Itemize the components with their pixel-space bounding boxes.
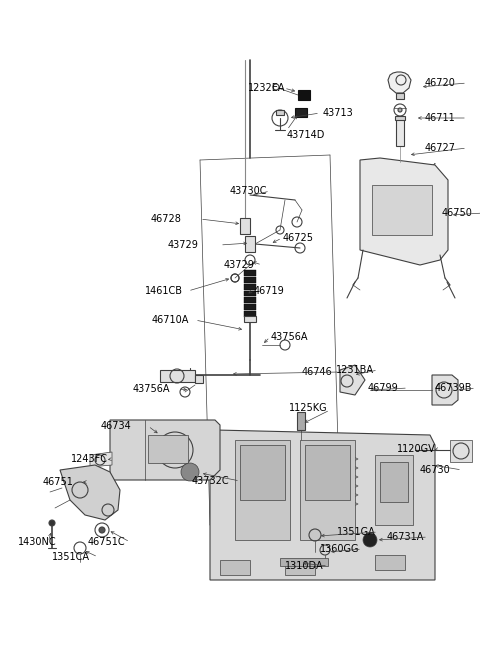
Text: 46751C: 46751C	[88, 537, 126, 547]
Text: 1360GG: 1360GG	[320, 544, 360, 554]
Bar	[396, 118, 404, 146]
Bar	[297, 412, 305, 430]
Bar	[396, 93, 404, 99]
Bar	[276, 110, 284, 115]
Text: 46725: 46725	[283, 233, 314, 243]
Bar	[300, 440, 355, 540]
Text: 1461CB: 1461CB	[145, 286, 183, 296]
Bar	[450, 440, 472, 462]
Bar	[280, 558, 328, 566]
Bar	[240, 445, 285, 500]
Bar	[298, 90, 310, 100]
Text: 1243FC: 1243FC	[71, 454, 108, 464]
Bar	[395, 116, 405, 120]
Bar	[285, 560, 315, 575]
Text: 43756A: 43756A	[271, 332, 309, 342]
Text: 43713: 43713	[323, 108, 354, 118]
Circle shape	[49, 520, 55, 526]
Bar	[195, 375, 203, 383]
Bar	[244, 297, 256, 303]
Circle shape	[398, 108, 402, 112]
Bar	[160, 370, 195, 382]
Text: 46799: 46799	[368, 383, 399, 393]
Bar	[295, 108, 307, 117]
Text: 1430NC: 1430NC	[18, 537, 57, 547]
Text: 1125KG: 1125KG	[289, 403, 328, 413]
Text: 1310DA: 1310DA	[285, 561, 324, 571]
Text: 43714D: 43714D	[287, 130, 325, 140]
Circle shape	[363, 533, 377, 547]
Text: 43729: 43729	[224, 260, 255, 270]
Polygon shape	[340, 365, 365, 395]
Circle shape	[99, 527, 105, 533]
Text: 46739B: 46739B	[435, 383, 472, 393]
Bar	[244, 291, 256, 297]
Text: 46746: 46746	[302, 367, 333, 377]
Bar	[380, 462, 408, 502]
Bar	[244, 311, 256, 317]
Text: 1232EA: 1232EA	[248, 83, 285, 93]
Text: 46734: 46734	[101, 421, 132, 431]
Bar	[244, 277, 256, 283]
Text: 46730: 46730	[420, 465, 451, 475]
Bar	[244, 305, 256, 310]
Text: 46727: 46727	[425, 143, 456, 153]
Bar	[148, 435, 188, 463]
Bar	[235, 440, 290, 540]
Bar	[375, 455, 413, 525]
Text: 43730C: 43730C	[230, 186, 267, 196]
Text: 46751: 46751	[43, 477, 74, 487]
Text: 46731A: 46731A	[387, 532, 424, 542]
Polygon shape	[432, 375, 458, 405]
Text: 1231BA: 1231BA	[336, 365, 374, 375]
Bar	[240, 218, 250, 234]
Polygon shape	[210, 430, 435, 580]
Text: 1351CA: 1351CA	[52, 552, 90, 562]
Bar	[305, 445, 350, 500]
Polygon shape	[90, 452, 112, 467]
Bar	[244, 316, 256, 322]
Polygon shape	[360, 158, 448, 265]
Text: 46720: 46720	[425, 78, 456, 88]
Bar	[372, 185, 432, 235]
Text: 1351GA: 1351GA	[337, 527, 376, 537]
Bar	[244, 270, 256, 276]
Polygon shape	[60, 465, 120, 520]
Text: 46719: 46719	[254, 286, 285, 296]
Text: 46710A: 46710A	[152, 315, 190, 325]
Circle shape	[181, 463, 199, 481]
Text: 46750: 46750	[442, 208, 473, 218]
Bar	[245, 236, 255, 252]
Polygon shape	[110, 420, 220, 480]
Polygon shape	[388, 72, 411, 93]
Text: 43732C: 43732C	[192, 476, 229, 486]
Bar	[244, 284, 256, 290]
Text: 43729: 43729	[168, 240, 199, 250]
Bar	[220, 560, 250, 575]
Bar	[375, 555, 405, 570]
Text: 1120GV: 1120GV	[397, 444, 436, 454]
Text: 46711: 46711	[425, 113, 456, 123]
Text: 46728: 46728	[151, 214, 182, 224]
Text: 43756A: 43756A	[133, 384, 170, 394]
